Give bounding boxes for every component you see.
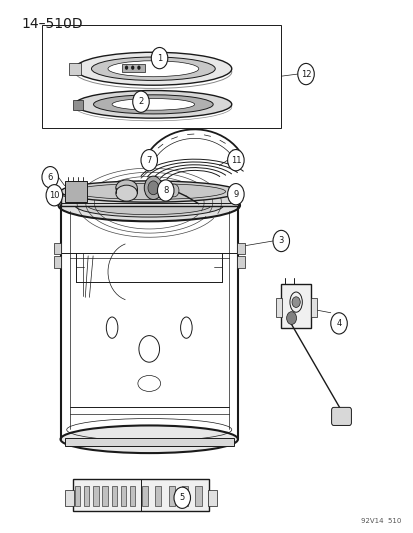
Text: 9: 9 bbox=[233, 190, 238, 199]
FancyBboxPatch shape bbox=[93, 486, 98, 506]
Circle shape bbox=[133, 91, 149, 112]
Circle shape bbox=[151, 47, 167, 69]
Ellipse shape bbox=[75, 52, 231, 85]
Text: 1: 1 bbox=[157, 54, 162, 62]
Circle shape bbox=[144, 176, 162, 199]
Circle shape bbox=[169, 184, 178, 197]
Circle shape bbox=[173, 487, 190, 508]
Ellipse shape bbox=[75, 91, 231, 118]
Circle shape bbox=[147, 181, 158, 195]
Circle shape bbox=[297, 63, 313, 85]
Circle shape bbox=[227, 150, 244, 171]
Ellipse shape bbox=[73, 183, 225, 199]
FancyBboxPatch shape bbox=[237, 256, 244, 268]
Circle shape bbox=[141, 150, 157, 171]
FancyBboxPatch shape bbox=[111, 486, 116, 506]
Text: 8: 8 bbox=[163, 186, 168, 195]
Text: 92V14  510: 92V14 510 bbox=[360, 518, 400, 524]
FancyBboxPatch shape bbox=[208, 490, 217, 506]
Ellipse shape bbox=[112, 99, 194, 110]
FancyBboxPatch shape bbox=[331, 407, 351, 425]
Text: 7: 7 bbox=[146, 156, 152, 165]
Text: 2: 2 bbox=[138, 97, 143, 106]
FancyBboxPatch shape bbox=[195, 486, 201, 506]
Text: 14–510D: 14–510D bbox=[21, 17, 83, 30]
Text: 5: 5 bbox=[179, 493, 185, 502]
Ellipse shape bbox=[75, 193, 223, 217]
Ellipse shape bbox=[106, 317, 118, 338]
Ellipse shape bbox=[93, 95, 213, 114]
Circle shape bbox=[137, 66, 140, 70]
Circle shape bbox=[139, 336, 159, 362]
FancyBboxPatch shape bbox=[69, 63, 81, 75]
FancyBboxPatch shape bbox=[130, 486, 135, 506]
FancyBboxPatch shape bbox=[60, 191, 237, 206]
FancyBboxPatch shape bbox=[122, 64, 145, 72]
FancyBboxPatch shape bbox=[142, 486, 147, 506]
Text: 12: 12 bbox=[300, 70, 311, 78]
Ellipse shape bbox=[180, 317, 192, 338]
Ellipse shape bbox=[58, 189, 240, 221]
Ellipse shape bbox=[116, 185, 137, 201]
Text: 4: 4 bbox=[336, 319, 341, 328]
FancyBboxPatch shape bbox=[237, 243, 244, 254]
FancyBboxPatch shape bbox=[168, 486, 174, 506]
Ellipse shape bbox=[116, 180, 137, 196]
Circle shape bbox=[227, 183, 244, 205]
Ellipse shape bbox=[60, 181, 237, 202]
Circle shape bbox=[157, 180, 173, 201]
FancyBboxPatch shape bbox=[310, 298, 316, 317]
FancyBboxPatch shape bbox=[121, 486, 126, 506]
Circle shape bbox=[131, 66, 134, 70]
Text: 6: 6 bbox=[47, 173, 53, 182]
FancyBboxPatch shape bbox=[84, 486, 89, 506]
FancyBboxPatch shape bbox=[73, 100, 83, 110]
Circle shape bbox=[330, 313, 347, 334]
Text: 11: 11 bbox=[230, 156, 240, 165]
FancyBboxPatch shape bbox=[182, 486, 188, 506]
FancyBboxPatch shape bbox=[54, 243, 61, 254]
Text: 3: 3 bbox=[278, 237, 283, 246]
Circle shape bbox=[125, 66, 128, 70]
Circle shape bbox=[272, 230, 289, 252]
Ellipse shape bbox=[91, 57, 215, 80]
FancyBboxPatch shape bbox=[280, 284, 310, 328]
FancyBboxPatch shape bbox=[155, 486, 161, 506]
Ellipse shape bbox=[87, 196, 211, 215]
FancyBboxPatch shape bbox=[64, 438, 233, 446]
Text: 10: 10 bbox=[49, 191, 59, 200]
Ellipse shape bbox=[60, 425, 237, 453]
Circle shape bbox=[291, 297, 299, 308]
FancyBboxPatch shape bbox=[73, 479, 209, 511]
FancyBboxPatch shape bbox=[64, 490, 74, 506]
FancyBboxPatch shape bbox=[75, 486, 80, 506]
Circle shape bbox=[42, 166, 58, 188]
Circle shape bbox=[286, 312, 296, 325]
FancyBboxPatch shape bbox=[275, 298, 281, 317]
FancyBboxPatch shape bbox=[42, 25, 280, 128]
FancyBboxPatch shape bbox=[102, 486, 107, 506]
FancyBboxPatch shape bbox=[64, 181, 87, 202]
Circle shape bbox=[46, 184, 62, 206]
FancyBboxPatch shape bbox=[54, 256, 61, 268]
Ellipse shape bbox=[108, 61, 198, 77]
Ellipse shape bbox=[138, 375, 160, 391]
